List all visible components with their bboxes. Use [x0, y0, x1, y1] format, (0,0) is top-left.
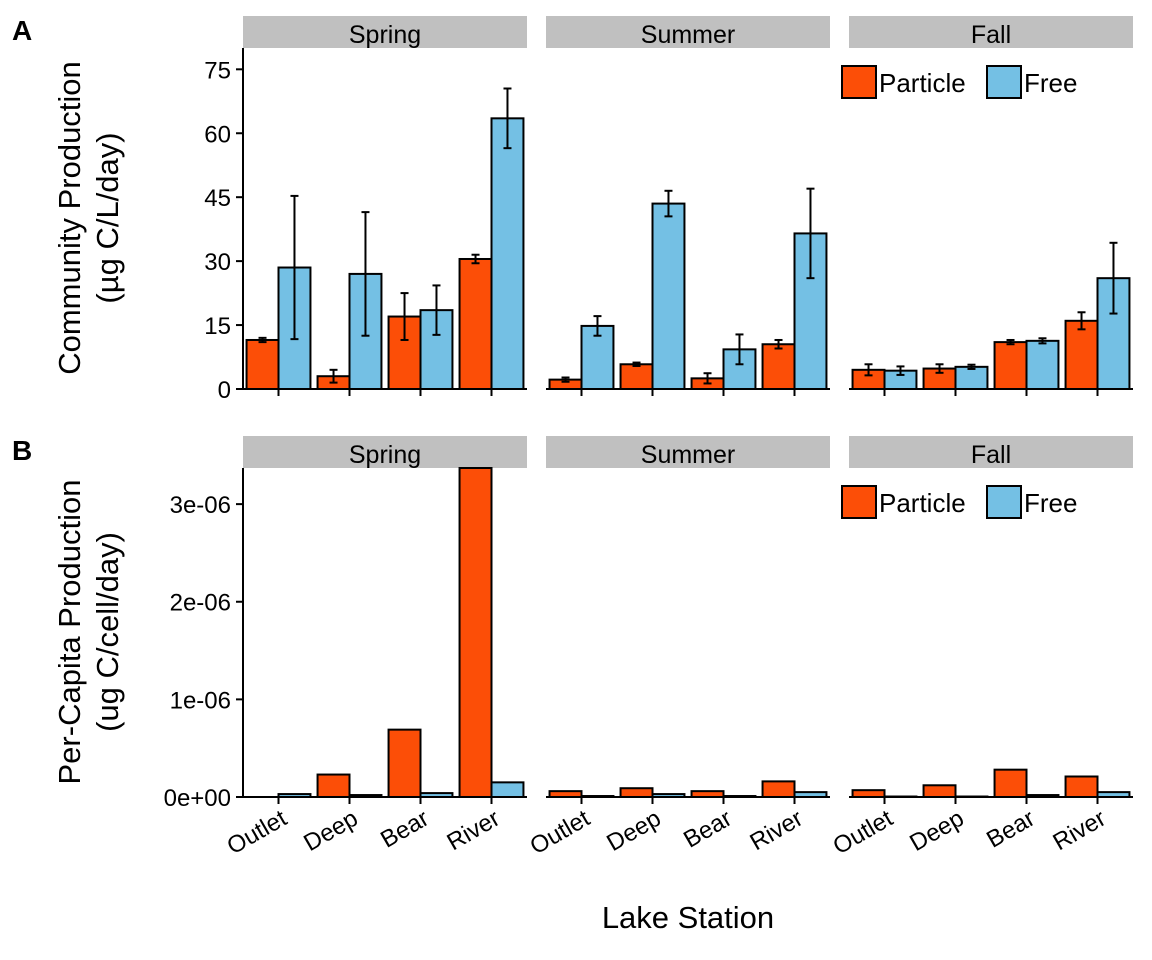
x-tick-label: River: [1048, 805, 1110, 856]
bar-free-bear: [722, 795, 757, 799]
bar-particle-outlet: [851, 789, 886, 799]
bar-free-river: [490, 117, 525, 391]
chart-panel-a: Community Production (µg C/L/day) Spring 0 1…: [52, 16, 1133, 404]
x-tick-label: River: [745, 805, 807, 856]
bar-particle-bear: [993, 341, 1028, 390]
facet-summer: Summer: [546, 16, 830, 396]
y-tick-label: 60: [204, 121, 231, 148]
y-tick-label: 0e+00: [164, 785, 231, 812]
x-tick-label: Deep: [905, 805, 968, 857]
facet-strip-label: Summer: [641, 21, 735, 49]
facet-strip: [243, 436, 527, 468]
bar-free-deep: [651, 793, 686, 799]
legend: Particle Free: [841, 65, 1077, 99]
bar-particle-deep: [922, 784, 957, 798]
bar-free-deep: [954, 365, 989, 390]
bar-free-deep: [651, 202, 686, 390]
bar-free-river: [1096, 791, 1131, 799]
x-tick-label: River: [442, 805, 504, 856]
y-tick-label: 1e-06: [170, 687, 231, 714]
legend: Particle Free: [841, 485, 1077, 519]
bar-particle-outlet: [245, 338, 280, 391]
legend-key-particle: [841, 65, 877, 99]
bar-particle-bear: [690, 790, 725, 799]
facet-spring: Spring 0e+00 1e-06 2e-06 3e-06 Outlet Deep Bear…: [164, 436, 527, 860]
facet-strip-label: Fall: [971, 441, 1011, 469]
facet-strip-label: Summer: [641, 441, 735, 469]
bar-particle-river: [1064, 775, 1099, 799]
y-axis-title-units: (ug C/cell/day): [90, 532, 125, 732]
facet-strip-label: Spring: [349, 21, 421, 49]
x-axis-title: Lake Station: [602, 900, 774, 935]
panel-a-tag: A: [12, 15, 32, 46]
x-tick-label: Outlet: [223, 805, 292, 861]
y-axis-title: Community Production: [52, 61, 87, 375]
legend-label-particle: Particle: [879, 68, 966, 98]
y-axis-title: Per-Capita Production: [52, 480, 87, 785]
legend-key-free: [986, 485, 1022, 519]
bar-free-river: [490, 781, 525, 798]
legend-label-particle: Particle: [879, 488, 966, 518]
bar-particle-bear: [387, 728, 422, 799]
bar-particle-deep: [619, 363, 654, 390]
facet-summer: Summer Outlet Deep Bear River: [526, 436, 830, 860]
y-tick-label: 45: [204, 185, 231, 212]
x-tick-label: Deep: [299, 805, 362, 857]
bar-particle-river: [761, 780, 796, 798]
x-tick-label: Outlet: [526, 805, 595, 861]
y-tick-label: 75: [204, 57, 231, 84]
bar-free-bear: [1025, 794, 1060, 799]
bar-particle-river: [458, 467, 493, 798]
facet-fall: Fall Outlet Deep Bear River Particle Free: [829, 436, 1133, 860]
y-tick-label: 0: [218, 377, 231, 404]
facet-spring: Spring 0 15 30 45 60 75: [204, 16, 527, 404]
facet-strip: [546, 436, 830, 468]
facet-strip-label: Fall: [971, 21, 1011, 49]
x-tick-label: Bear: [982, 805, 1039, 854]
chart-panel-b: Per-Capita Production (ug C/cell/day) Spri…: [52, 436, 1133, 860]
bar-particle-outlet: [548, 790, 583, 799]
y-tick-label: 15: [204, 313, 231, 340]
bar-free-bear: [1025, 339, 1060, 390]
bar-free-bear: [419, 792, 454, 799]
x-tick-label: Bear: [679, 805, 736, 854]
facet-strip: [546, 16, 830, 48]
facet-strip: [849, 16, 1133, 48]
y-tick-label: 30: [204, 249, 231, 276]
y-tick-label: 3e-06: [170, 492, 231, 519]
legend-label-free: Free: [1024, 68, 1077, 98]
bar-particle-deep: [316, 773, 351, 799]
legend-label-free: Free: [1024, 488, 1077, 518]
bar-free-deep: [348, 794, 383, 799]
legend-key-free: [986, 65, 1022, 99]
panel-b-tag: B: [12, 435, 32, 466]
bar-particle-river: [761, 343, 796, 390]
bar-particle-bear: [993, 768, 1028, 798]
bar-particle-river: [1064, 319, 1099, 390]
facet-strip: [243, 16, 527, 48]
y-tick-label: 2e-06: [170, 590, 231, 617]
bar-free-outlet: [277, 793, 312, 799]
y-axis-title-units: (µg C/L/day): [90, 132, 125, 303]
legend-key-particle: [841, 485, 877, 519]
bar-free-river: [793, 791, 828, 799]
bar-particle-river: [458, 257, 493, 390]
facet-strip: [849, 436, 1133, 468]
bar-particle-deep: [619, 787, 654, 798]
facet-strip-label: Spring: [349, 441, 421, 469]
x-tick-label: Bear: [376, 805, 433, 854]
x-tick-label: Outlet: [829, 805, 898, 861]
x-tick-label: Deep: [602, 805, 665, 857]
bar-free-outlet: [580, 795, 615, 799]
